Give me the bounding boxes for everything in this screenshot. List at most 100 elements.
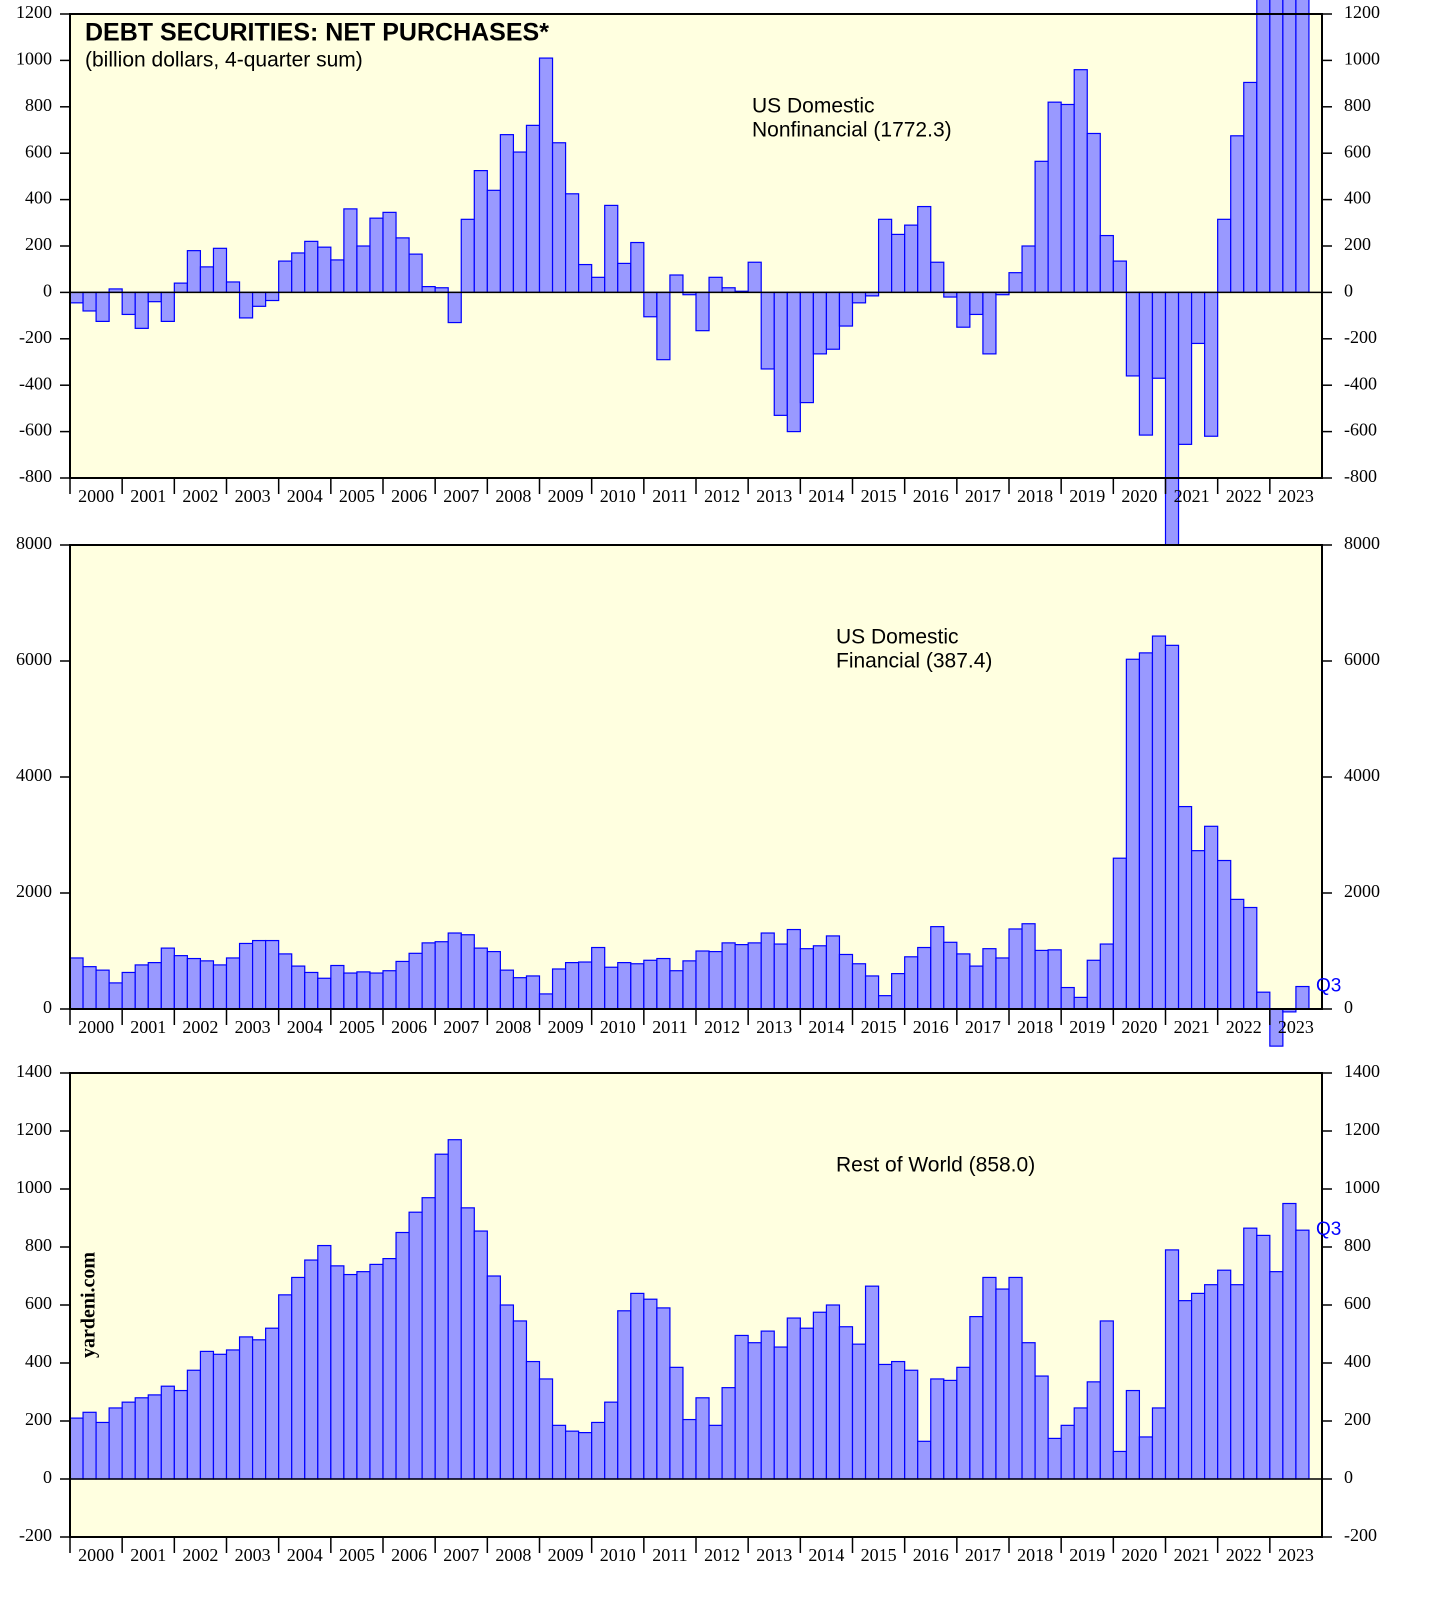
bar (1230, 1284, 1245, 1480)
bar (1034, 160, 1049, 294)
y2-tick-label: 600 (1344, 1293, 1371, 1313)
x-tick-label: 2003 (235, 1545, 271, 1565)
bar (304, 1259, 319, 1480)
y-tick-label: 6000 (16, 649, 52, 669)
x-tick-label: 2018 (1017, 486, 1053, 506)
x-tick-label: 2011 (652, 1545, 687, 1565)
y-tick-label: -800 (19, 466, 52, 486)
bar (969, 1315, 984, 1480)
bar (904, 956, 919, 1010)
bar (199, 1350, 215, 1480)
bar (395, 1231, 410, 1480)
bar (747, 261, 762, 293)
bar (1112, 857, 1127, 1010)
bar (825, 1304, 841, 1480)
bar (551, 1424, 567, 1480)
x-tick-label: 2019 (1069, 1545, 1105, 1565)
bar (773, 291, 788, 416)
y-tick-label: -200 (19, 1525, 52, 1545)
y2-tick-label: 800 (1344, 1235, 1371, 1255)
bar (917, 946, 932, 1010)
x-tick-label: 2009 (548, 1017, 584, 1037)
bar (917, 205, 932, 293)
y-tick-label: 1400 (16, 1061, 52, 1081)
bar (747, 1342, 762, 1480)
x-tick-label: 2009 (548, 1545, 584, 1565)
x-tick-label: 2023 (1278, 486, 1314, 506)
bar (617, 961, 632, 1010)
bar (930, 261, 945, 293)
x-tick-label: 2010 (600, 1545, 636, 1565)
bar (538, 57, 554, 294)
bar (1256, 0, 1271, 294)
x-tick-label: 2007 (443, 1545, 479, 1565)
bar (1021, 245, 1036, 294)
x-tick-label: 2009 (548, 486, 584, 506)
x-tick-label: 2000 (78, 486, 114, 506)
x-tick-label: 2023 (1278, 1017, 1314, 1037)
bar (708, 950, 723, 1010)
bar (199, 960, 215, 1010)
bar (982, 291, 997, 355)
x-tick-label: 2005 (339, 1017, 375, 1037)
x-tick-label: 2020 (1121, 1545, 1157, 1565)
y2-tick-label: 1400 (1344, 1061, 1380, 1081)
bar (265, 939, 280, 1010)
bar (864, 975, 880, 1010)
bar (499, 134, 515, 293)
x-tick-label: 2005 (339, 1545, 375, 1565)
bar (108, 982, 123, 1010)
y2-tick-label: 400 (1344, 1351, 1371, 1371)
bar (864, 1285, 880, 1480)
bar (499, 969, 515, 1010)
bar (212, 1353, 228, 1480)
bar (421, 1197, 436, 1480)
bar (812, 291, 828, 355)
bar (786, 928, 801, 1010)
bar (369, 1263, 384, 1480)
x-tick-label: 2014 (808, 486, 844, 506)
x-tick-label: 2000 (78, 1017, 114, 1037)
y-tick-label: 2000 (16, 881, 52, 901)
bar (969, 291, 984, 316)
bar (877, 995, 893, 1010)
bar (525, 124, 541, 293)
bar (578, 263, 593, 293)
bar (382, 970, 397, 1010)
bar (604, 966, 619, 1010)
annotation: US Domestic (752, 95, 875, 118)
bar (891, 973, 906, 1010)
bar (1204, 1284, 1219, 1480)
bar (486, 950, 501, 1010)
y-tick-label: 400 (25, 188, 52, 208)
bar (799, 1327, 814, 1480)
y-tick-label: 1200 (16, 1119, 52, 1139)
y-tick-label: 0 (43, 281, 52, 301)
bar (1282, 0, 1297, 294)
bar (643, 1298, 658, 1480)
bar (278, 260, 293, 293)
bar (982, 948, 997, 1010)
bar (265, 1327, 280, 1480)
bar (799, 948, 814, 1010)
bar (512, 151, 528, 293)
bar (917, 1440, 932, 1480)
bar (656, 291, 671, 361)
bar (851, 963, 867, 1010)
bar (551, 968, 567, 1010)
y2-tick-label: 1000 (1344, 49, 1380, 69)
bar (330, 964, 345, 1010)
bar (538, 1378, 554, 1480)
plot-area (70, 14, 1322, 478)
bar (851, 291, 867, 304)
bar (212, 247, 228, 294)
bar (604, 204, 619, 293)
bar (943, 941, 958, 1010)
bar (930, 1378, 945, 1480)
bar (760, 932, 775, 1010)
bar (382, 1257, 397, 1480)
bar (395, 237, 410, 294)
bar (604, 1401, 619, 1480)
bar (1164, 644, 1180, 1010)
y-tick-label: 400 (25, 1351, 52, 1371)
